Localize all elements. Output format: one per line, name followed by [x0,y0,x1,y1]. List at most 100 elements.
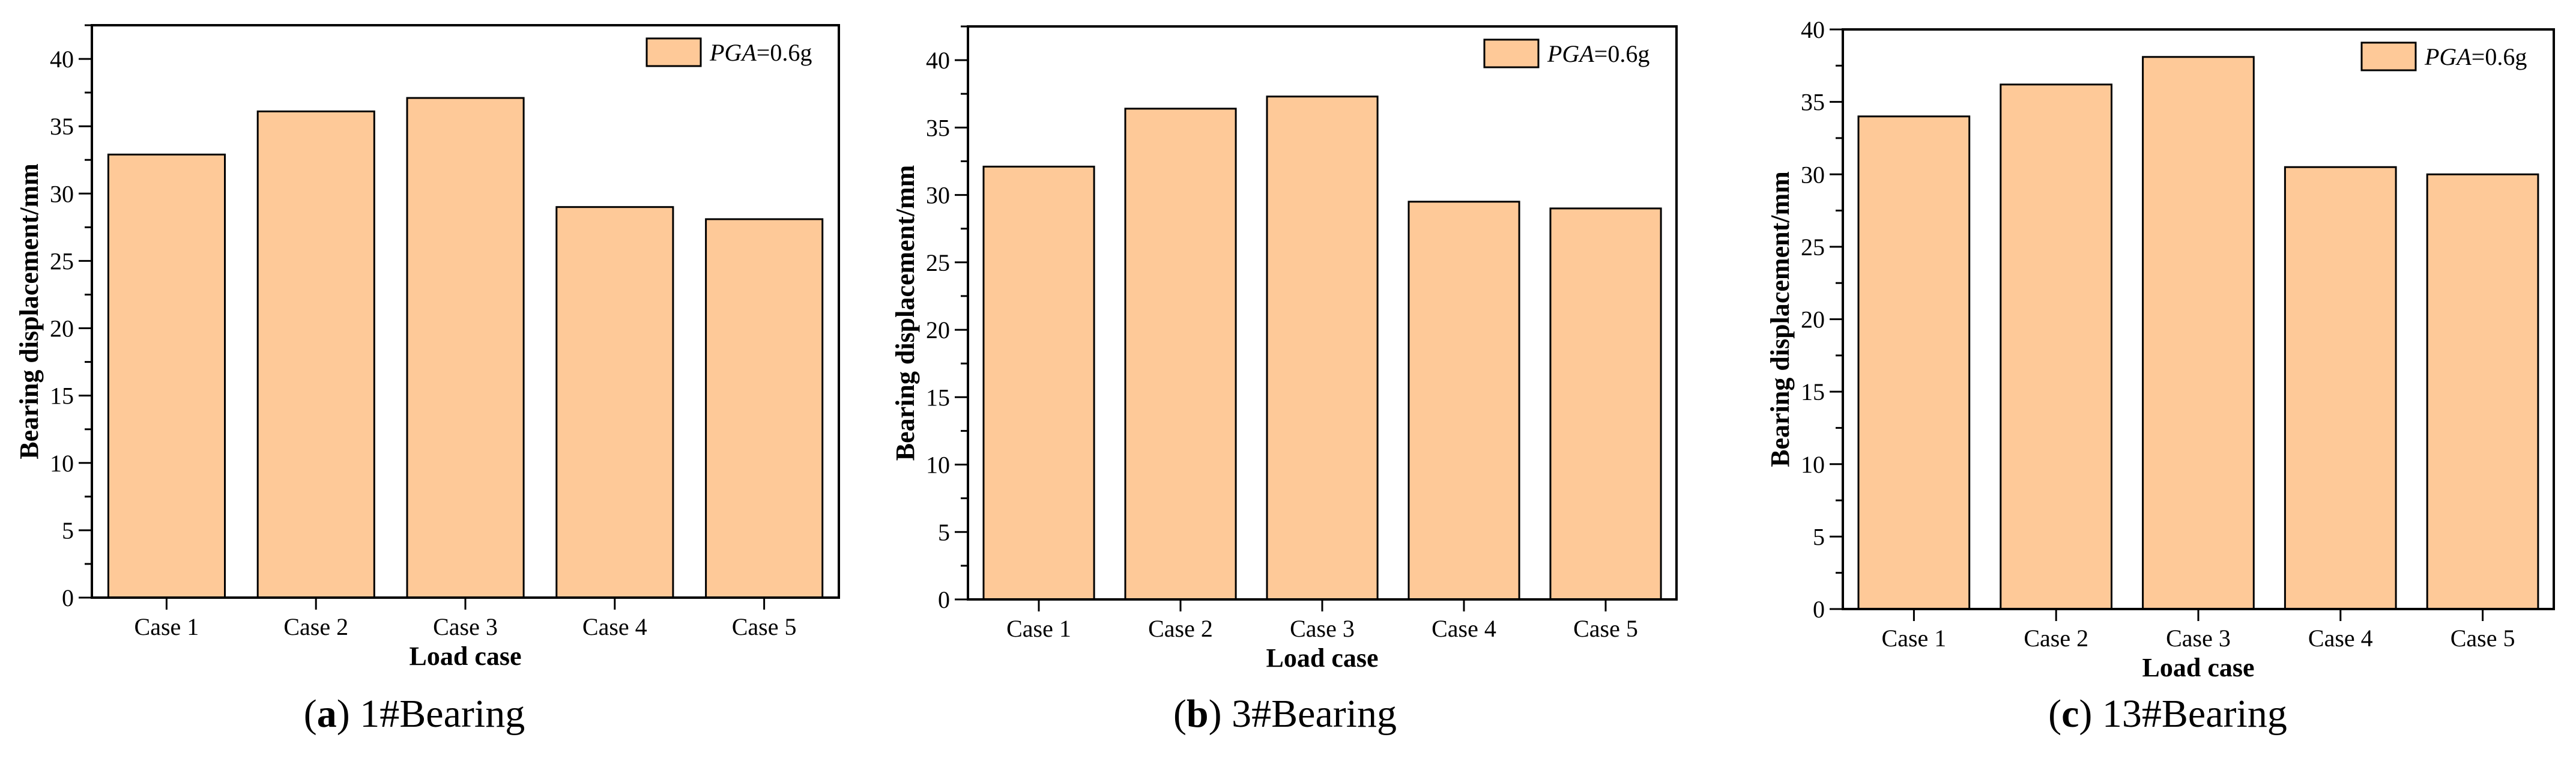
caption-text: 13#Bearing [2102,692,2287,736]
y-tick-label: 20 [1801,306,1825,333]
bar-2 [1124,108,1237,601]
x-tick-label: Case 4 [1432,615,1496,642]
caption-open-paren: ( [1173,692,1187,736]
legend: PGA=0.6g [2360,41,2527,71]
panel-caption: (a) 1#Bearing [304,692,525,736]
bar-4 [1407,201,1520,601]
x-tick-label: Case 1 [1006,615,1071,642]
bar-2 [2000,83,2113,610]
chart-panel-b: 0 5 10 15 20 25 30 35 40 Case 1 Case 2 Case 3 Case 4… [890,25,1678,736]
x-tick-label: Case 2 [1148,615,1213,642]
x-tick-label: Case 1 [1882,625,1947,652]
x-tick-label: Case 4 [2308,625,2373,652]
legend-label-italic: PGA [709,39,757,66]
bar-3 [1266,95,1379,601]
y-axis-title: Bearing displacement/mm [1765,171,1795,467]
bar-5 [1549,207,1662,601]
y-tick-label: 0 [1813,596,1825,623]
bar-5 [2426,173,2539,610]
caption-open-paren: ( [304,692,317,736]
caption-text: 3#Bearing [1232,692,1397,736]
y-tick-label: 0 [62,584,74,611]
y-tick-label: 0 [938,586,950,613]
x-axis-title: Load case [1266,643,1379,673]
legend: PGA=0.6g [646,37,812,67]
y-axis: 0 5 10 15 20 25 30 35 40 [1801,16,1843,623]
y-tick-label: 35 [926,114,950,141]
legend-swatch [646,37,702,67]
y-tick-label: 25 [926,249,950,276]
x-axis-title: Load case [2142,653,2255,682]
legend-label: PGA=0.6g [2424,43,2527,70]
y-tick-label: 35 [1801,89,1825,116]
y-tick-label: 5 [1813,523,1825,550]
chart-panel-a: 0 5 10 15 20 25 30 35 40 Case 1 Case 2 Case 3 Case 4… [14,24,840,736]
x-tick-label: Case 4 [582,613,647,640]
x-tick-label: Case 3 [2166,625,2231,652]
x-tick-label: Case 3 [433,613,498,640]
bars [982,95,1662,601]
x-tick-label: Case 5 [2451,625,2515,652]
y-tick-label: 30 [926,182,950,209]
bar-1 [1857,115,1971,610]
legend-label-italic: PGA [2424,43,2472,70]
y-tick-label: 40 [926,47,950,74]
legend-swatch [2360,41,2417,71]
y-tick-label: 40 [1801,16,1825,43]
legend-label-rest: =0.6g [1594,40,1650,67]
caption-text: 1#Bearing [360,692,525,736]
y-tick-label: 30 [1801,161,1825,188]
bar-3 [406,97,525,599]
x-tick-label: Case 2 [2024,625,2088,652]
chart-panel-c: 0 5 10 15 20 25 30 35 40 Case 1 Case 2 Case 3 Case 4… [1765,16,2555,736]
caption-open-paren: ( [2048,692,2061,736]
x-tick-label: Case 3 [1290,615,1355,642]
x-tick-label: Case 5 [732,613,797,640]
y-tick-label: 20 [50,315,74,342]
bar-4 [555,206,674,599]
x-tick-label: Case 2 [283,613,348,640]
legend-label-italic: PGA [1547,40,1594,67]
bar-1 [107,153,226,599]
caption-close-paren: ) [2079,692,2102,736]
bar-4 [2284,166,2397,610]
y-tick-label: 30 [50,180,74,207]
panel-caption: (c) 13#Bearing [2048,692,2287,736]
caption-close-paren: ) [337,692,360,736]
panel-caption: (b) 3#Bearing [1173,692,1397,736]
x-axis: Case 1 Case 2 Case 3 Case 4 Case 5 [135,598,797,640]
y-axis-title: Bearing displacement/mm [890,165,920,461]
y-tick-label: 20 [926,317,950,344]
y-tick-label: 15 [1801,378,1825,405]
x-axis: Case 1 Case 2 Case 3 Case 4 Case 5 [1006,599,1638,642]
bar-1 [982,165,1095,601]
legend-label: PGA=0.6g [1547,40,1649,67]
caption-letter: b [1187,692,1209,736]
x-axis: Case 1 Case 2 Case 3 Case 4 Case 5 [1882,609,2515,652]
bars [1857,56,2539,610]
bar-2 [256,111,375,599]
y-tick-label: 25 [1801,234,1825,261]
bars [107,97,824,599]
caption-letter: a [317,692,337,736]
y-tick-label: 10 [50,450,74,477]
legend-label: PGA=0.6g [709,39,812,66]
y-axis: 0 5 10 15 20 25 30 35 40 [926,25,968,613]
y-tick-label: 25 [50,247,74,274]
y-tick-label: 5 [938,519,950,546]
x-tick-label: Case 1 [135,613,199,640]
y-tick-label: 5 [62,517,74,544]
y-axis: 0 5 10 15 20 25 30 35 40 [50,24,92,611]
y-tick-label: 40 [50,46,74,73]
y-tick-label: 10 [926,452,950,479]
y-tick-label: 15 [926,384,950,411]
x-axis-title: Load case [410,641,522,671]
caption-letter: c [2061,692,2079,736]
bar-5 [705,218,824,599]
y-tick-label: 35 [50,113,74,140]
caption-close-paren: ) [1209,692,1232,736]
bar-3 [2142,56,2255,610]
y-tick-label: 15 [50,383,74,410]
y-tick-label: 10 [1801,451,1825,478]
